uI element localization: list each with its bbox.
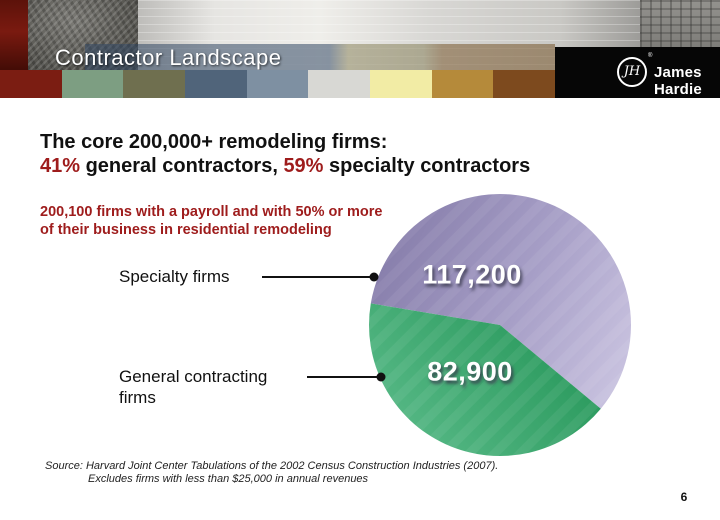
source-line1: Source: Harvard Joint Center Tabulations… <box>45 460 499 472</box>
james-hardie-logo: JH ® James Hardie <box>555 47 720 98</box>
brand-name: James Hardie <box>654 64 702 98</box>
subnote-line2: of their business in residential remodel… <box>40 222 332 238</box>
page-number: 6 <box>680 490 688 504</box>
headline-line1: The core 200,000+ remodeling firms: <box>40 131 388 153</box>
header-banner: Contractor Landscape JH ® James Hardie <box>0 0 720 98</box>
leader-dot-specialty <box>369 272 379 282</box>
leader-dot-general <box>376 372 386 382</box>
swatch <box>185 70 247 98</box>
source-note: Source: Harvard Joint Center Tabulations… <box>45 460 498 486</box>
headline-mid: general contractors, <box>80 155 284 177</box>
page-title: Contractor Landscape <box>55 45 282 70</box>
headline-line2: 41% general contractors, 59% specialty c… <box>40 154 530 178</box>
header-roof-photo <box>640 0 720 47</box>
subnote-line1: 200,100 firms with a payroll and with 50… <box>40 204 383 220</box>
registered-mark: ® <box>648 53 653 59</box>
swatch <box>0 70 62 98</box>
pct-specialty: 59% <box>283 155 324 177</box>
headline-end: specialty contractors <box>323 155 531 177</box>
pie-value-specialty: 117,200 <box>422 259 522 290</box>
subnote: 200,100 firms with a payroll and with 50… <box>40 203 382 239</box>
callout-label-general: General contracting firms <box>119 366 267 408</box>
color-swatch-row <box>0 70 556 98</box>
callout-general-line2: firms <box>119 388 156 407</box>
swatch <box>246 70 309 98</box>
pct-general: 41% <box>40 155 81 177</box>
swatch <box>308 70 371 98</box>
callout-label-specialty: Specialty firms <box>119 267 230 286</box>
header-red-strip <box>0 0 28 70</box>
source-line2: Excludes firms with less than $25,000 in… <box>88 473 369 485</box>
title-overlay-band <box>85 44 555 70</box>
headline: The core 200,000+ remodeling firms: 41% … <box>40 130 530 178</box>
swatch <box>493 70 556 98</box>
jh-monogram-icon: JH <box>617 57 647 87</box>
callout-general-line1: General contracting <box>119 367 268 386</box>
swatch <box>431 70 494 98</box>
pie-value-general: 82,900 <box>427 356 513 387</box>
swatch <box>370 70 432 98</box>
swatch <box>61 70 124 98</box>
swatch <box>123 70 186 98</box>
pie-gloss-bands <box>369 194 631 456</box>
